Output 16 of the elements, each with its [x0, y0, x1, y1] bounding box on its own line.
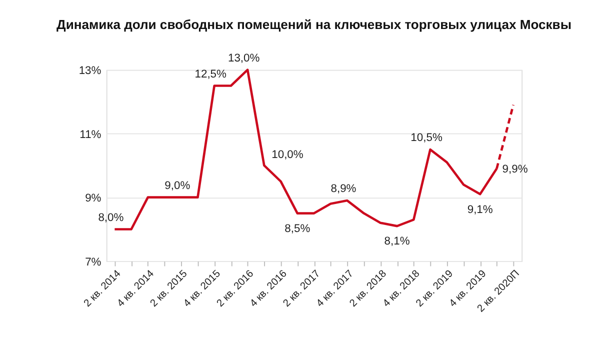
- chart-title: Динамика доли свободных помещений на ключевых торговых улицах Москвы: [56, 16, 572, 32]
- data-label: 10,0%: [272, 149, 304, 161]
- y-tick-label: 11%: [80, 128, 102, 141]
- data-label: 8,5%: [284, 222, 310, 235]
- y-tick-label: 13%: [78, 65, 102, 78]
- y-tick-label: 7%: [85, 256, 102, 268]
- data-label: 9,1%: [467, 204, 493, 216]
- y-tick-label: 9%: [85, 192, 102, 205]
- data-label: 13,0%: [228, 52, 260, 64]
- data-label: 8,1%: [384, 236, 410, 248]
- data-label: 9,9%: [502, 163, 528, 176]
- data-label: 8,0%: [98, 212, 124, 224]
- data-label: 8,9%: [330, 183, 356, 196]
- data-label: 9,0%: [164, 180, 190, 192]
- data-label: 12,5%: [194, 68, 227, 80]
- data-label: 10,5%: [410, 132, 442, 144]
